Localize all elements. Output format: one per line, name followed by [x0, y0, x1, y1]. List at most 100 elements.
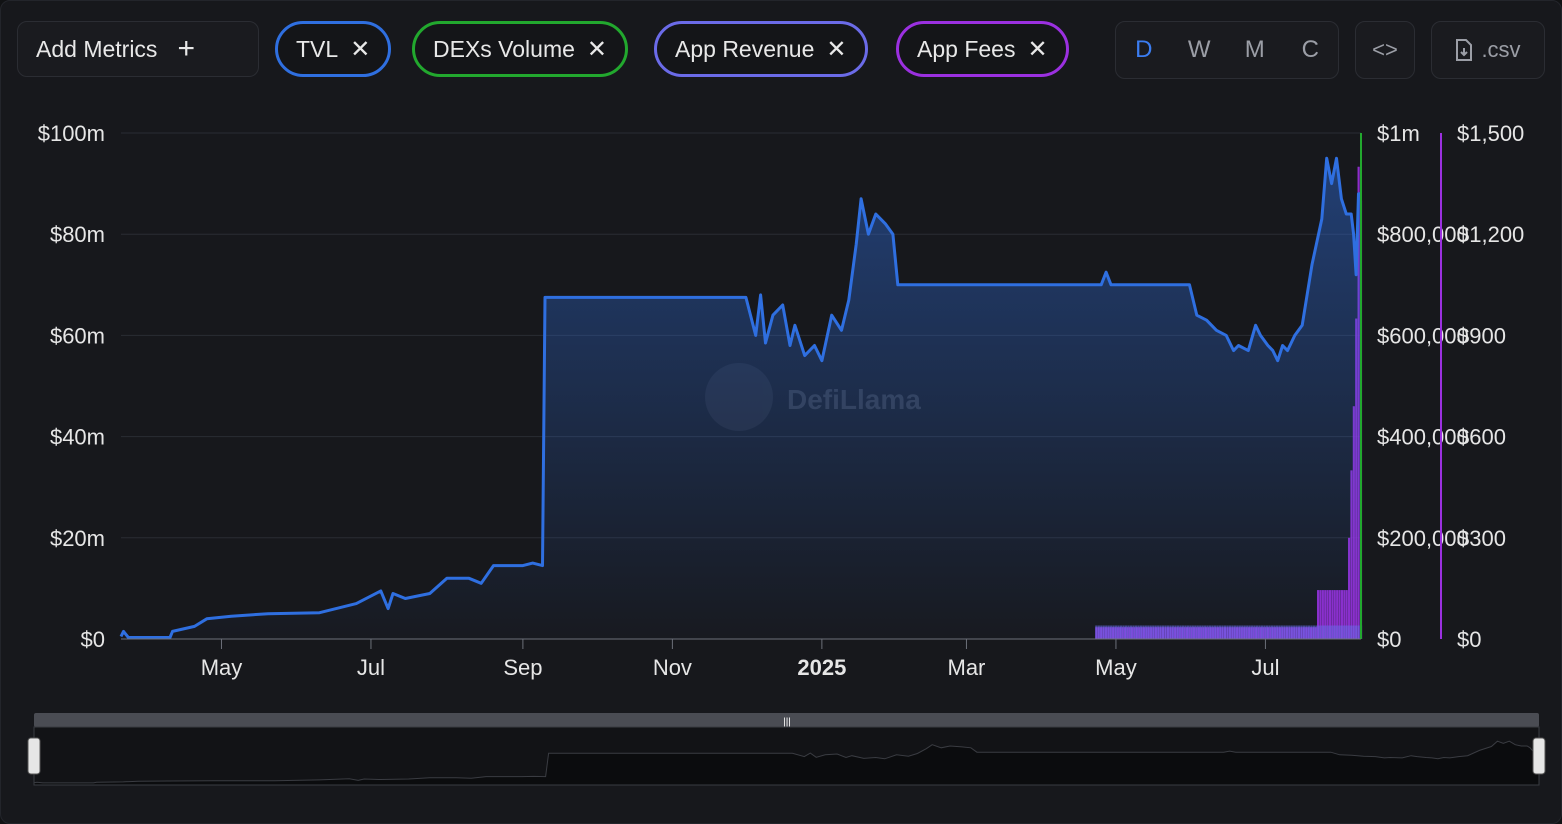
bar-app-revenue	[1256, 625, 1259, 639]
y-tick-label-fees: $300	[1457, 526, 1506, 551]
bar-app-fees	[1183, 627, 1186, 639]
granularity-weekly[interactable]: W	[1187, 36, 1211, 63]
range-navigator[interactable]: |||	[27, 713, 1546, 786]
bar-app-revenue	[1147, 625, 1150, 639]
bar-app-revenue	[1110, 625, 1113, 639]
bar-app-fees	[1228, 627, 1231, 639]
bar-app-revenue	[1283, 625, 1286, 639]
bar-app-fees	[1123, 627, 1127, 639]
bar-app-revenue	[1349, 625, 1353, 639]
y-tick-label-tvl: $60m	[50, 323, 105, 348]
bar-app-revenue	[1332, 625, 1335, 639]
y-tick-label-tvl: $0	[81, 627, 105, 652]
bar-app-fees	[1181, 627, 1184, 639]
bar-app-fees	[1193, 627, 1196, 639]
bar-app-fees	[1190, 627, 1193, 639]
bar-app-fees	[1309, 627, 1313, 639]
y-tick-label-volume: $200,000	[1377, 526, 1469, 551]
bar-app-revenue	[1278, 625, 1281, 639]
add-metrics-label: Add Metrics	[36, 35, 158, 62]
bar-app-fees	[1295, 627, 1298, 639]
toolbar: Add Metrics + TVL ✕ DEXs Volume ✕ App Re…	[17, 21, 1545, 81]
navigator-handle-left[interactable]	[27, 737, 41, 775]
bar-app-revenue	[1213, 625, 1217, 639]
x-tick-label: Nov	[653, 655, 692, 680]
bar-app-fees	[1188, 627, 1191, 639]
bar-app-fees	[1283, 627, 1286, 639]
bar-app-revenue	[1320, 625, 1323, 639]
bar-app-fees	[1255, 627, 1258, 639]
close-icon[interactable]: ✕	[350, 35, 371, 63]
bar-app-fees	[1233, 627, 1236, 639]
bar-app-revenue	[1149, 625, 1152, 639]
bar-dexs-volume	[1360, 638, 1362, 639]
bar-app-fees	[1128, 627, 1131, 639]
bar-app-fees	[1259, 627, 1262, 639]
bar-app-revenue	[1315, 625, 1318, 639]
add-metrics-button[interactable]: Add Metrics +	[17, 21, 259, 77]
bar-app-revenue	[1310, 625, 1313, 639]
metric-pill-dexs-volume[interactable]: DEXs Volume ✕	[412, 21, 629, 77]
bar-app-revenue	[1159, 625, 1162, 639]
y-tick-label-tvl: $20m	[50, 526, 105, 551]
bar-app-fees	[1119, 627, 1122, 639]
tvl-line	[119, 156, 1361, 639]
close-icon[interactable]: ✕	[826, 35, 847, 63]
code-icon: <>	[1372, 37, 1398, 62]
bar-app-revenue	[1270, 625, 1274, 639]
metric-pill-app-revenue[interactable]: App Revenue ✕	[654, 21, 868, 77]
bar-app-fees	[1214, 627, 1217, 639]
csv-download-button[interactable]: .csv	[1431, 21, 1545, 79]
bar-app-fees	[1224, 627, 1227, 639]
bar-app-fees	[1338, 590, 1341, 639]
bar-app-revenue	[1142, 625, 1145, 639]
bar-app-fees	[1171, 627, 1174, 639]
close-icon[interactable]: ✕	[586, 35, 608, 63]
bar-app-revenue	[1171, 625, 1175, 639]
embed-button[interactable]: <>	[1355, 21, 1415, 79]
bar-app-fees	[1131, 627, 1134, 639]
bar-app-revenue	[1134, 625, 1138, 639]
metric-pill-label: App Revenue	[675, 35, 815, 62]
bar-app-revenue	[1302, 625, 1306, 639]
metric-pill-app-fees[interactable]: App Fees ✕	[896, 21, 1069, 77]
bar-app-fees	[1173, 627, 1177, 639]
granularity-monthly[interactable]: M	[1244, 36, 1265, 63]
bar-app-revenue	[1251, 625, 1254, 639]
y-tick-label-volume: $800,000	[1377, 222, 1469, 247]
bar-app-fees	[1095, 627, 1098, 639]
bar-app-revenue	[1246, 625, 1249, 639]
metric-pill-tvl[interactable]: TVL ✕	[275, 21, 392, 77]
bar-app-revenue	[1102, 625, 1105, 639]
bar-app-revenue	[1223, 625, 1227, 639]
bar-app-fees	[1321, 590, 1324, 639]
bar-app-fees	[1197, 627, 1200, 639]
bar-app-fees	[1300, 627, 1303, 639]
bar-app-revenue	[1124, 625, 1128, 639]
bar-app-revenue	[1228, 625, 1232, 639]
granularity-daily[interactable]: D	[1135, 36, 1153, 63]
bar-app-fees	[1162, 627, 1165, 639]
navigator-handle-right[interactable]	[1532, 737, 1546, 775]
navigator-track	[33, 726, 1540, 786]
bar-app-fees	[1221, 627, 1224, 639]
y-tick-label-volume: $400,000	[1377, 425, 1469, 450]
navigator-scrollbar[interactable]	[34, 713, 1539, 727]
y-tick-label-volume: $1m	[1377, 121, 1420, 146]
bar-app-revenue	[1265, 625, 1269, 639]
bar-app-fees	[1262, 627, 1265, 639]
bar-app-fees	[1164, 627, 1167, 639]
close-icon[interactable]: ✕	[1027, 35, 1048, 63]
granularity-cumulative[interactable]: C	[1301, 36, 1319, 63]
bar-app-fees	[1266, 627, 1270, 639]
bar-app-fees	[1133, 627, 1136, 639]
bar-app-fees	[1278, 627, 1282, 639]
bar-app-revenue	[1295, 625, 1298, 639]
llama-logo-icon	[705, 363, 773, 431]
bar-app-fees	[1195, 627, 1198, 639]
bar-app-revenue	[1137, 625, 1140, 639]
bar-app-fees	[1286, 627, 1289, 639]
bar-app-fees	[1247, 627, 1251, 639]
bar-app-revenue	[1201, 625, 1204, 639]
bar-app-revenue	[1241, 625, 1244, 639]
